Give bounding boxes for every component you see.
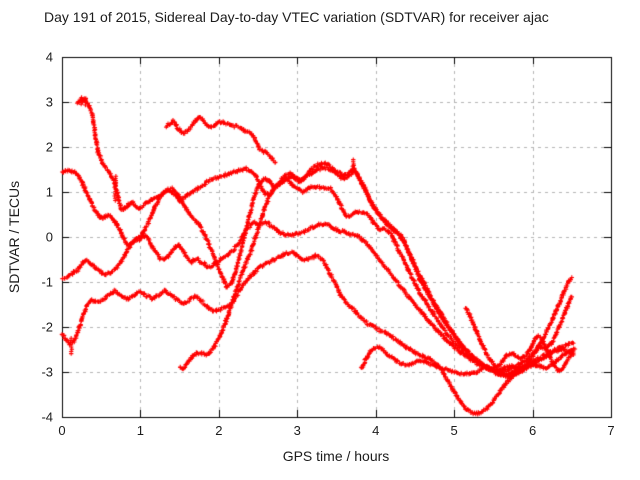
x-tick-label: 1	[136, 423, 145, 438]
x-tick-label: 2	[215, 423, 223, 438]
y-tick-label: 0	[45, 229, 53, 245]
y-tick-label: -3	[41, 364, 53, 380]
x-tick-label: 5	[450, 423, 458, 438]
x-tick-label: 7	[607, 423, 615, 438]
y-tick-label: -1	[41, 274, 53, 290]
x-tick-label: 6	[528, 423, 537, 438]
x-tick-label: 0	[58, 423, 66, 438]
y-tick-label: -4	[41, 409, 53, 425]
y-tick-label: 2	[45, 139, 53, 155]
y-tick-label: 4	[45, 49, 53, 65]
x-tick-label: 4	[372, 423, 380, 438]
y-tick-label: 1	[45, 184, 53, 200]
y-tick-label: -2	[41, 319, 53, 335]
y-tick-label: 3	[45, 94, 53, 110]
x-tick-label: 3	[293, 423, 301, 438]
